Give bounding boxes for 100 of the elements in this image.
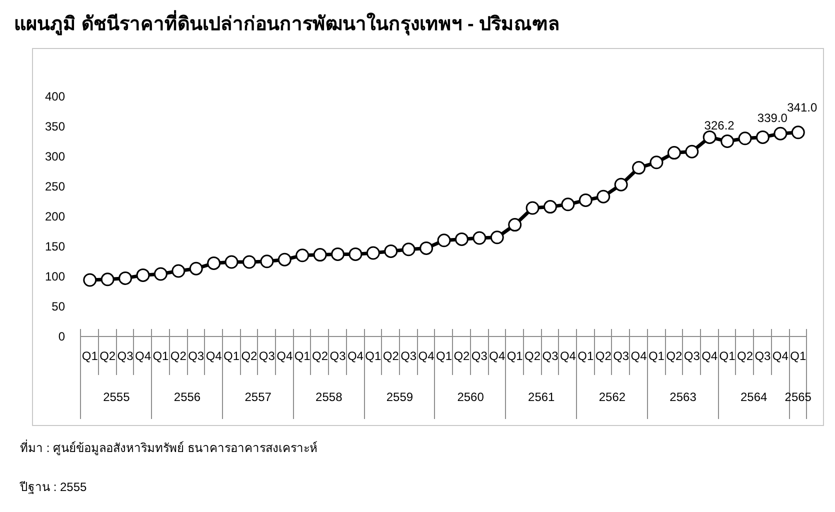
point [702, 130, 716, 144]
x-tick-label: Q3 [541, 348, 560, 365]
y-tick-label: 0 [58, 329, 66, 344]
x-tick-label: Q4 [488, 348, 506, 365]
text: 2557 [244, 389, 272, 406]
text: 2560 [456, 389, 485, 406]
point [667, 146, 681, 160]
point [136, 268, 150, 282]
point [544, 200, 557, 214]
point [650, 156, 664, 170]
point [348, 247, 362, 261]
x-tick-label: Q2 [311, 348, 329, 365]
text: 2561 [527, 389, 556, 406]
x-tick-label: Q2 [170, 348, 188, 365]
point [100, 272, 114, 286]
text: 2562 [598, 389, 627, 406]
x-tick-label: Q4 [276, 348, 294, 365]
chart-title: แผนภูมิ ดัชนีราคาที่ดินเปล่าก่อนการพัฒนาในกรุงเทพฯ - ปริมณฑล [14, 9, 562, 38]
point [331, 247, 345, 261]
point [596, 190, 610, 204]
x-tick-label: Q2 [594, 348, 612, 365]
point [685, 144, 699, 158]
text: ที่มา : ศูนย์ข้อมูลอสังหาริมทรัพย์ ธนาคารอาคารสงเคราะห์ [20, 438, 318, 457]
x-tick-label: Q2 [524, 348, 542, 365]
x-tick-label: Q1 [81, 348, 99, 365]
point [366, 246, 380, 260]
x-tick-label: Q1 [435, 348, 453, 365]
data-label: 339.0 [757, 110, 788, 125]
y-tick-label: 400 [44, 89, 66, 104]
point [207, 256, 221, 270]
text: 2564 [740, 390, 768, 404]
point [313, 248, 327, 262]
x-tick-label: Q3 [683, 348, 701, 365]
point [561, 198, 575, 212]
x-tick-label: Q2 [452, 348, 471, 365]
x-tick-label: Q1 [294, 348, 312, 365]
point [242, 255, 256, 269]
x-tick-label: Q4 [630, 348, 648, 365]
point [172, 264, 186, 278]
text: 2563 [668, 389, 698, 406]
point [278, 252, 292, 266]
x-tick-label: Q2 [98, 348, 116, 365]
text: 2558 [314, 389, 344, 406]
y-tick-label: 250 [44, 179, 66, 194]
point [508, 218, 522, 232]
point [260, 254, 274, 268]
point [720, 134, 734, 148]
text: 2556 [172, 389, 202, 406]
x-tick-label: Q3 [400, 348, 418, 365]
point [791, 126, 805, 140]
x-tick-label: Q3 [258, 348, 276, 365]
x-tick-label: Q4 [700, 348, 718, 365]
y-tick-label: 200 [44, 209, 66, 224]
point [526, 201, 540, 215]
point [402, 242, 416, 256]
point [420, 241, 434, 255]
x-tick-label: Q1 [789, 348, 807, 365]
point [756, 130, 770, 144]
x-tick-label: Q1 [506, 348, 524, 365]
x-tick-label: Q1 [648, 348, 666, 365]
x-tick-label: Q1 [152, 348, 170, 365]
point [154, 267, 168, 281]
point [774, 126, 788, 140]
y-tick-label: 150 [44, 239, 66, 254]
point [384, 244, 398, 258]
x-tick-label: Q4 [204, 348, 223, 365]
x-tick-label: Q1 [364, 348, 382, 365]
text: 2555 [102, 389, 131, 406]
x-tick-label: Q4 [346, 348, 364, 365]
point [472, 231, 486, 245]
point [632, 161, 646, 175]
x-tick-label: Q4 [134, 348, 152, 365]
text: ปีฐาน : 2555 [20, 479, 88, 496]
x-tick-label: Q1 [718, 348, 736, 365]
point [437, 234, 451, 248]
x-tick-label: Q1 [576, 348, 594, 365]
x-tick-label: Q4 [772, 348, 790, 365]
x-tick-label: Q4 [417, 348, 436, 365]
point [738, 132, 752, 146]
text: 2559 [385, 389, 414, 406]
x-tick-label: Q2 [382, 348, 400, 365]
x-tick-label: Q2 [736, 348, 754, 365]
text: 2565 [784, 389, 812, 406]
x-tick-label: Q2 [240, 348, 258, 365]
x-tick-label: Q3 [116, 348, 134, 365]
y-tick-label: 50 [52, 299, 66, 314]
point [490, 230, 504, 244]
y-tick-label: 300 [44, 149, 66, 164]
x-tick-label: Q3 [187, 348, 205, 365]
point [454, 232, 468, 246]
x-tick-label: Q3 [470, 348, 488, 365]
point [296, 248, 310, 262]
data-label: 341.0 [787, 100, 818, 115]
x-tick-label: Q3 [754, 348, 772, 365]
x-tick-label: Q2 [665, 348, 684, 365]
x-tick-label: Q4 [559, 348, 577, 365]
point [118, 271, 132, 285]
x-tick-label: Q1 [222, 348, 240, 365]
point [83, 273, 97, 287]
point [578, 193, 592, 207]
